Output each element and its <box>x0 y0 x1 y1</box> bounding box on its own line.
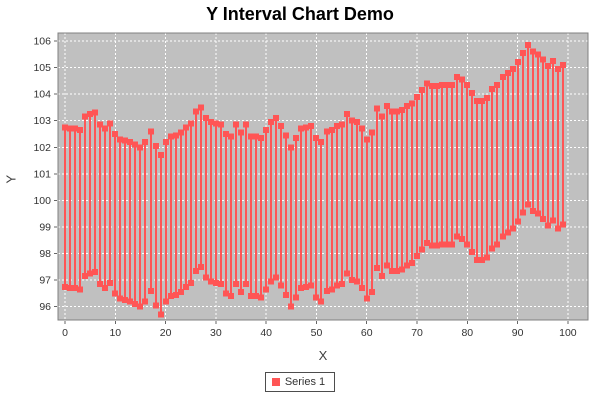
y-tick-label: 96 <box>39 301 51 313</box>
x-axis-label: X <box>318 348 328 363</box>
y-tick-label: 101 <box>33 168 51 180</box>
x-tick-label: 80 <box>461 327 473 339</box>
plot-border <box>57 32 589 321</box>
y-tick-label: 102 <box>33 142 51 154</box>
y-axis-label: Y <box>3 174 19 184</box>
x-tick-label: 0 <box>62 327 68 339</box>
legend-box: Series 1 <box>264 372 336 392</box>
series-1-intervals <box>62 41 566 318</box>
x-tick-label: 60 <box>361 327 373 339</box>
y-tick-label: 105 <box>33 62 51 74</box>
tick-labels: 0 10 20 30 40 50 60 70 80 90 100 96 97 98 99 100 101 102 1… <box>33 35 576 339</box>
y-tick-label: 99 <box>39 221 51 233</box>
tick-marks <box>54 40 569 324</box>
x-tick-label: 50 <box>311 327 323 339</box>
x-tick-label: 100 <box>559 327 577 339</box>
x-tick-label: 70 <box>411 327 423 339</box>
legend-item-label: Series 1 <box>284 376 326 388</box>
y-tick-label: 97 <box>39 275 51 287</box>
x-tick-label: 40 <box>260 327 272 339</box>
y-tick-label: 103 <box>33 115 51 127</box>
y-tick-label: 104 <box>33 89 51 101</box>
x-tick-label: 20 <box>160 327 172 339</box>
y-tick-label: 100 <box>33 195 51 207</box>
x-tick-label: 10 <box>109 327 121 339</box>
x-tick-label: 90 <box>512 327 524 339</box>
x-tick-label: 30 <box>210 327 222 339</box>
gridlines <box>58 33 588 320</box>
y-tick-label: 98 <box>39 248 51 260</box>
chart-title: Y Interval Chart Demo <box>206 4 394 24</box>
plot-area: 0 10 20 30 40 50 60 70 80 90 100 96 97 98 99 100 101 102 1… <box>33 32 589 339</box>
y-tick-label: 106 <box>33 35 51 47</box>
series-1-swatch-icon <box>271 378 280 386</box>
plot-background <box>58 33 588 320</box>
legend: Series 1 <box>0 372 600 392</box>
